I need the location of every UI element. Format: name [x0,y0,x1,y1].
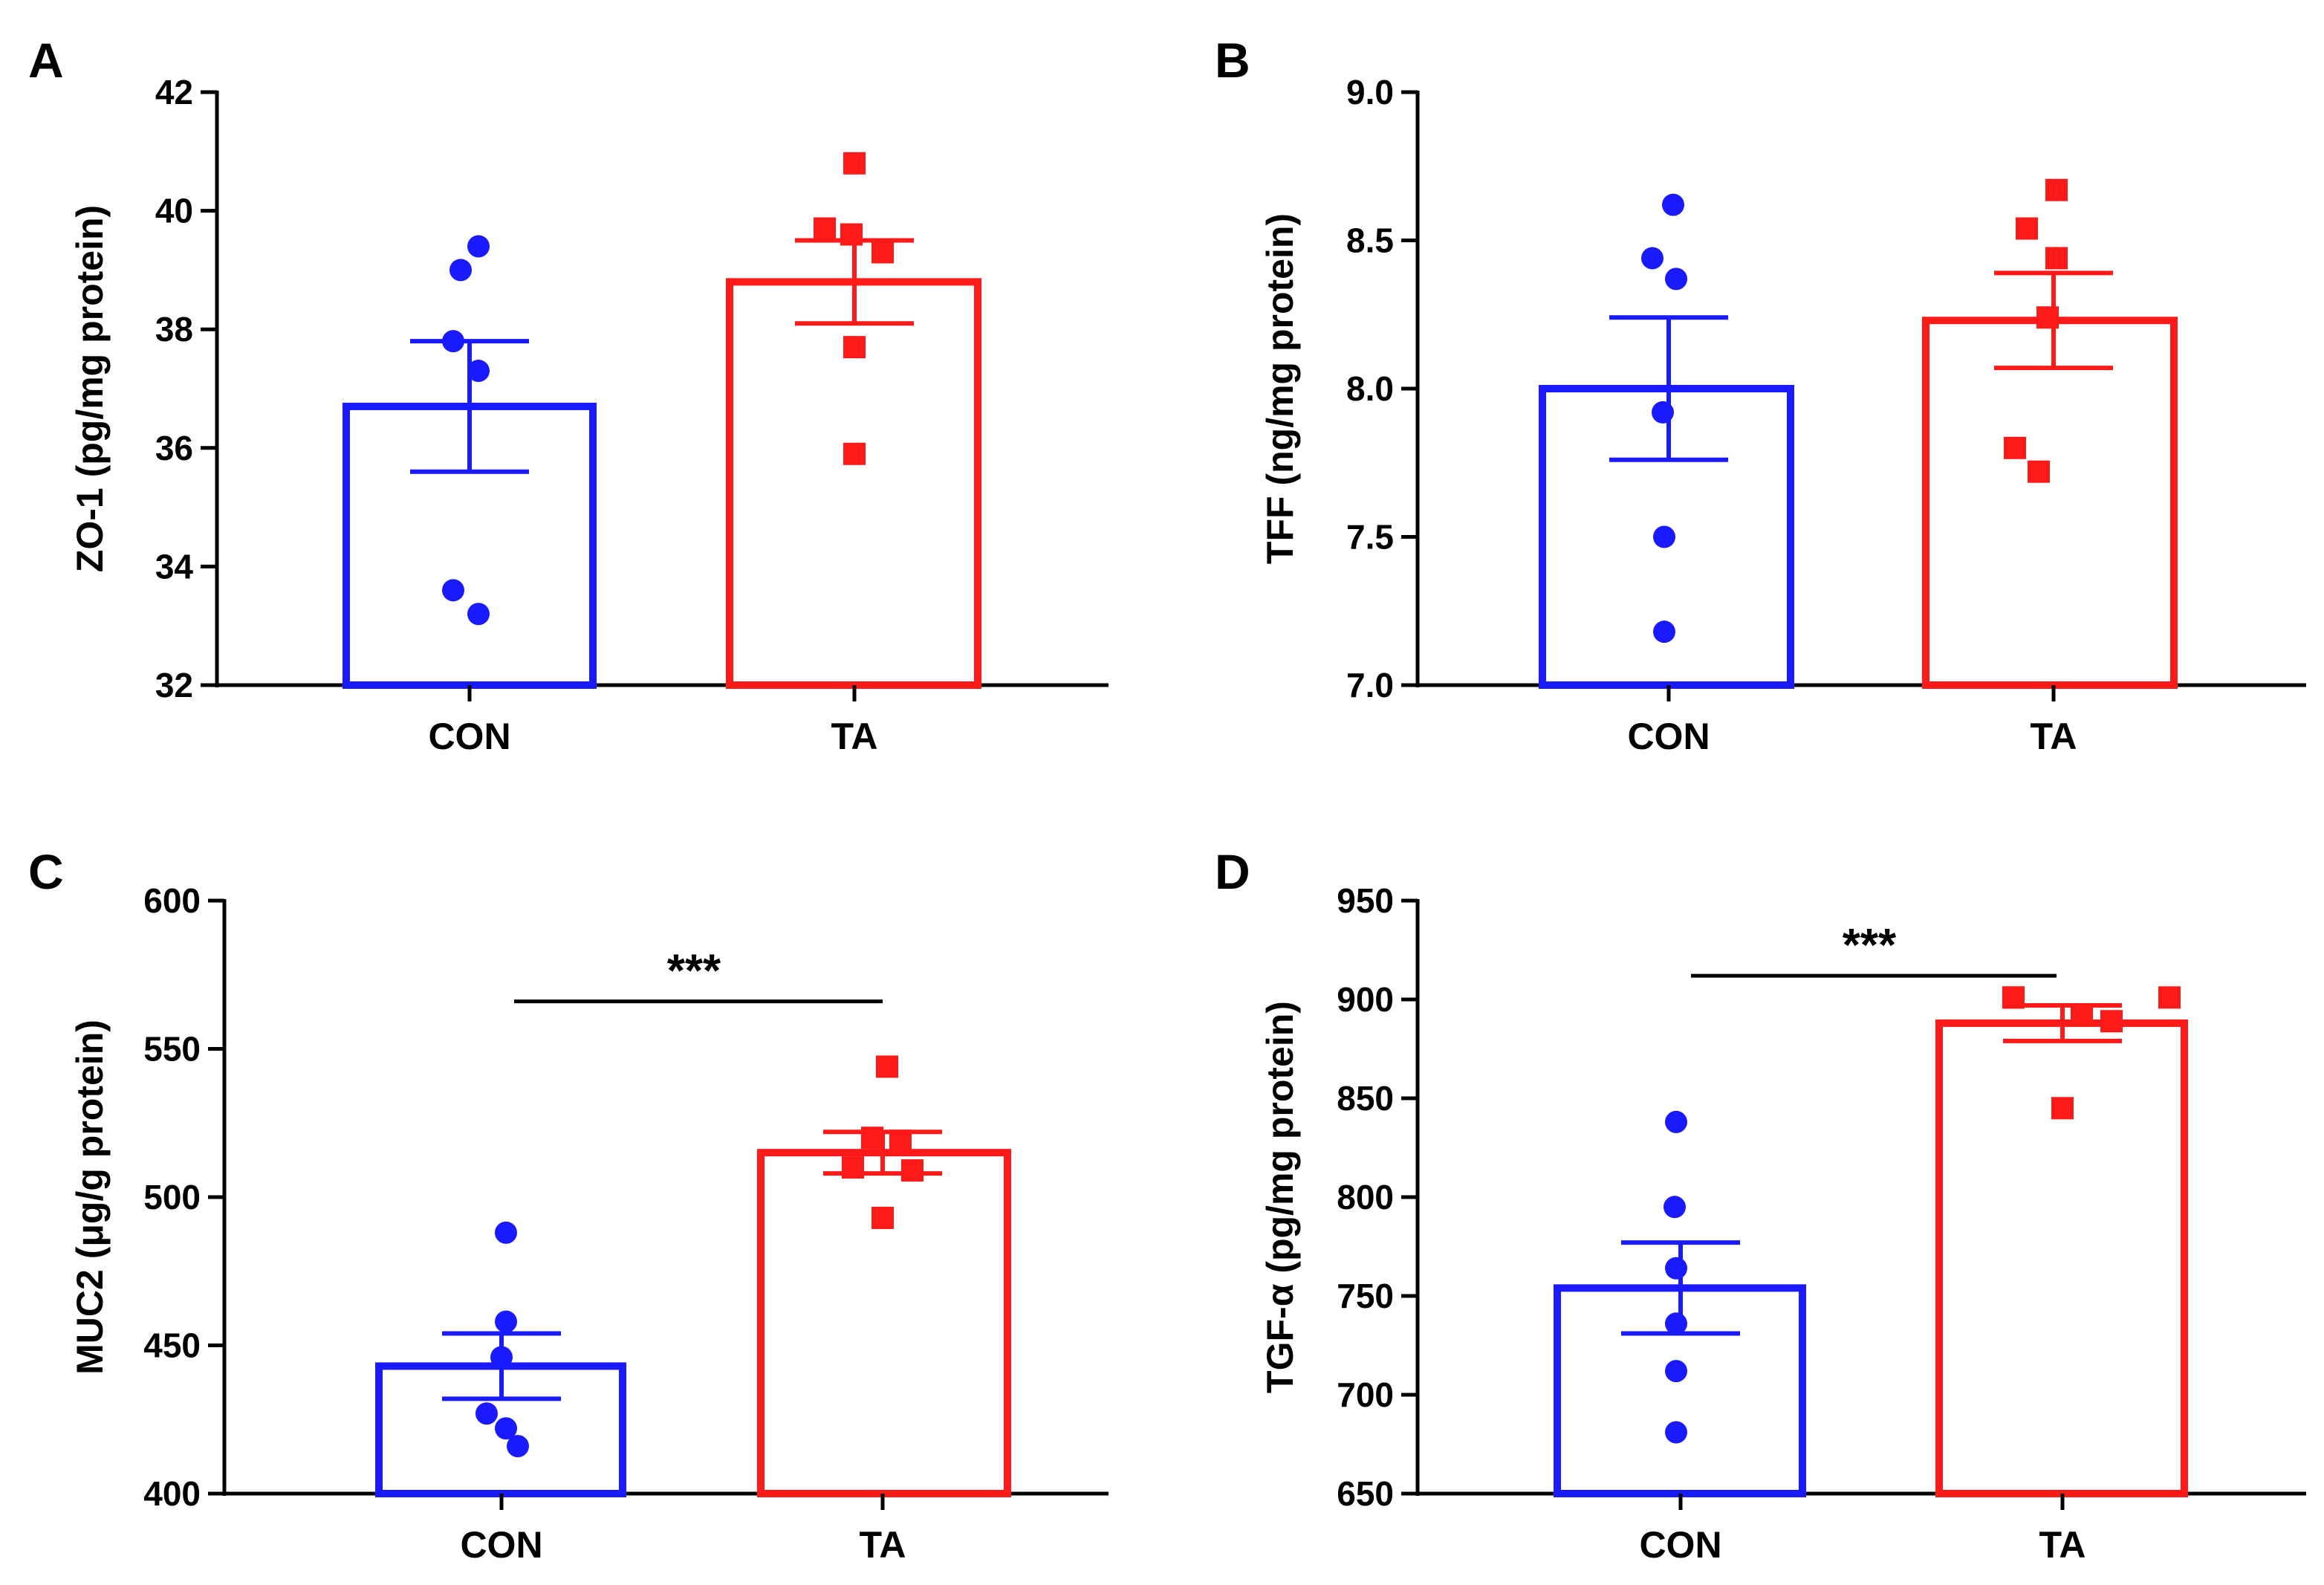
data-point-con [475,1402,498,1425]
y-tick-label: 750 [1337,1277,1394,1315]
data-point-con [449,259,472,282]
data-point-con [495,1221,517,1244]
data-point-con [1665,1421,1687,1444]
y-tick-label: 450 [143,1326,201,1365]
data-point-ta [2045,178,2068,201]
data-point-ta [2016,217,2038,240]
y-tick-label: 38 [155,310,193,349]
data-point-ta [2004,436,2026,459]
panel-c: C MUC2 (μg/g protein) 400 450 500 550 600 CON TA… [28,844,1109,1566]
x-category-label: TA [2039,1524,2086,1566]
data-point-con [1665,1257,1687,1280]
y-tick-label: 36 [155,429,193,467]
data-point-ta [2036,306,2059,329]
y-axis-title: MUC2 (μg/g protein) [69,1020,111,1375]
y-tick-label: 600 [143,881,201,920]
y-tick-label: 650 [1337,1474,1394,1513]
data-point-ta [2045,247,2068,270]
x-category-label: TA [860,1524,906,1566]
y-axis-title: TFF (ng/mg protein) [1259,213,1301,564]
data-point-ta [901,1159,924,1182]
data-point-con [495,1417,517,1440]
y-tick-label: 700 [1337,1375,1394,1414]
data-point-ta [843,442,866,465]
data-point-con [1652,401,1674,424]
y-tick-label: 850 [1337,1079,1394,1118]
y-tick-label: 34 [155,547,194,586]
data-point-ta [843,336,866,359]
significance-label: *** [1843,920,1897,971]
data-point-con [1662,193,1684,216]
significance-label: *** [667,946,721,997]
data-point-con [495,1310,517,1333]
data-point-con [467,603,490,626]
panel-letter: D [1215,844,1250,899]
data-point-con [1653,620,1675,644]
x-category-label: CON [460,1524,542,1566]
data-point-ta [876,1055,898,1078]
data-point-con [442,579,464,602]
data-point-con [1653,525,1675,548]
data-point-con [1665,1360,1687,1383]
panel-d: D TGF-α (pg/mg protein) 650 700 750 800 850 900… [1215,844,2306,1566]
panel-a: A ZO-1 (pg/mg protein) 32 34 36 38 40 42 CON TA [28,33,1109,757]
data-point-con [1664,1196,1686,1219]
y-axis-title: ZO-1 (pg/mg protein) [69,205,111,572]
panel-letter: C [28,844,64,899]
y-tick-label: 40 [155,192,193,230]
data-point-con [1665,1110,1687,1133]
x-category-label: CON [428,716,510,757]
data-point-ta [889,1129,912,1153]
data-point-ta [2100,1010,2123,1033]
x-category-label: CON [1627,716,1710,757]
data-point-con [467,235,490,258]
y-tick-label: 8.0 [1346,369,1394,408]
data-point-con [467,360,490,383]
data-point-ta [843,152,866,175]
data-point-con [1665,1312,1687,1335]
data-point-ta [861,1127,883,1150]
y-tick-label: 800 [1337,1178,1394,1216]
data-point-con [442,330,464,353]
y-tick-label: 500 [143,1178,201,1216]
y-axis-title: TGF-α (pg/mg protein) [1259,1001,1301,1393]
data-point-con [1641,247,1664,270]
panel-letter: A [28,33,64,88]
data-point-ta [2071,1004,2093,1027]
y-tick-label: 42 [155,73,193,111]
y-tick-label: 32 [155,666,193,704]
x-category-label: TA [2031,716,2077,757]
data-point-ta [840,223,863,246]
data-point-ta [814,217,836,240]
data-point-ta [872,1206,894,1229]
y-tick-label: 950 [1337,881,1394,920]
y-tick-label: 7.5 [1346,518,1394,557]
y-tick-label: 400 [143,1474,201,1513]
y-tick-label: 7.0 [1346,666,1394,704]
data-point-ta [2051,1097,2074,1120]
y-tick-label: 550 [143,1030,201,1069]
data-point-ta [872,241,894,264]
data-point-con [1665,268,1687,291]
panel-letter: B [1215,33,1250,88]
data-point-ta [842,1156,864,1179]
panel-b: B TFF (ng/mg protein) 7.0 7.5 8.0 8.5 9.0 CON TA [1215,33,2306,757]
data-point-ta [2002,986,2025,1009]
data-point-con [507,1435,529,1458]
x-category-label: TA [831,716,878,757]
y-tick-label: 8.5 [1346,221,1394,260]
y-tick-label: 900 [1337,980,1394,1019]
x-category-label: CON [1639,1524,1721,1566]
bar-ta [1922,317,2178,689]
data-point-con [490,1346,513,1369]
bar-ta [757,1149,1011,1498]
data-point-ta [2028,460,2050,483]
bar-ta [1935,1019,2188,1498]
data-point-ta [2158,986,2181,1009]
y-tick-label: 9.0 [1346,73,1394,111]
